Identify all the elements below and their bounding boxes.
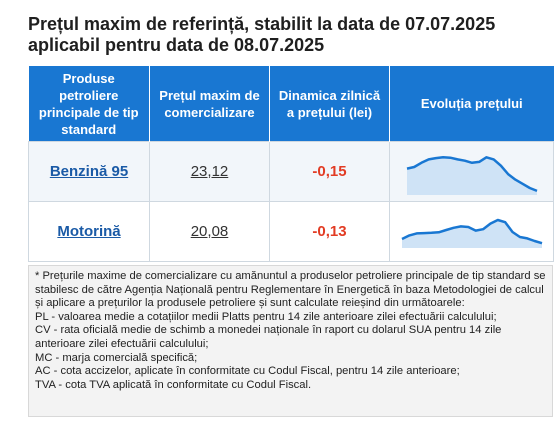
price-value-motorina[interactable]: 20,08 <box>190 223 229 240</box>
sparkline-line <box>406 155 537 192</box>
methodology-notes: * Prețurile maxime de comercializare cu … <box>28 265 553 417</box>
header-price-trend: Evoluția prețului <box>389 66 554 142</box>
product-cell: Benzină 95 <box>28 141 150 202</box>
table-row: Motorină 20,08 -0,13 <box>28 201 554 262</box>
header-daily-change: Dinamica zilnică a prețului (lei) <box>269 66 390 142</box>
sparkline-area <box>401 219 542 248</box>
price-value-benzina-95[interactable]: 23,12 <box>190 163 229 180</box>
change-cell: -0,13 <box>269 201 390 262</box>
table-row: Benzină 95 23,12 -0,15 <box>28 141 554 202</box>
sparkline-area <box>406 156 537 195</box>
daily-change-motorina: -0,13 <box>312 223 347 240</box>
price-cell: 20,08 <box>149 201 270 262</box>
note-mc: MC - marja comercială specifică; <box>35 351 198 364</box>
price-table: Produse petroliere principale de tip sta… <box>28 66 554 262</box>
product-link-motorina[interactable]: Motorină <box>57 223 121 240</box>
notes-intro: * Prețurile maxime de comercializare cu … <box>35 270 546 310</box>
change-cell: -0,15 <box>269 141 390 202</box>
trend-cell <box>389 141 554 202</box>
header-max-price: Prețul maxim de comercializare <box>149 66 270 142</box>
table-header-row: Produse petroliere principale de tip sta… <box>28 66 554 142</box>
trend-cell <box>389 201 554 262</box>
trend-sparkline-motorina <box>400 218 542 248</box>
trend-sparkline-benzina-95 <box>406 155 537 195</box>
daily-change-benzina-95: -0,15 <box>312 163 347 180</box>
header-products: Produse petroliere principale de tip sta… <box>28 66 150 142</box>
sparkline-line <box>400 218 542 244</box>
product-link-benzina-95[interactable]: Benzină 95 <box>49 163 129 180</box>
note-tva: TVA - cota TVA aplicată în conformitate … <box>35 378 312 391</box>
product-cell: Motorină <box>28 201 150 262</box>
price-cell: 23,12 <box>149 141 270 202</box>
note-cv: CV - rata oficială medie de schimb a mon… <box>35 324 502 350</box>
note-pl: PL - valoarea medie a cotațiilor medii P… <box>35 310 497 323</box>
note-ac: AC - cota accizelor, aplicate în conform… <box>35 365 460 378</box>
page-title: Prețul maxim de referință, stabilit la d… <box>28 14 496 55</box>
